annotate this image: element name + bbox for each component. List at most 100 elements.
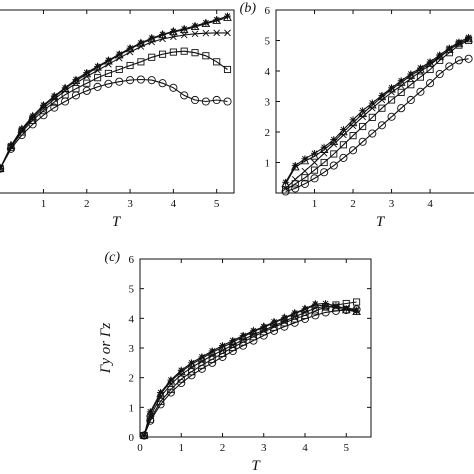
x-tick-label: 0	[137, 442, 143, 454]
data-point-star	[291, 162, 299, 170]
data-point-square	[229, 343, 237, 351]
y-tick-label: 2	[129, 373, 135, 385]
data-point-circle	[223, 97, 232, 106]
x-tick-label: 4	[171, 198, 177, 210]
data-point-square	[83, 79, 91, 87]
data-point-star	[229, 337, 237, 345]
y-tick-label: 5	[129, 284, 135, 296]
y-tick-label: 2	[265, 127, 271, 139]
data-point-square	[104, 69, 112, 77]
data-point-circle	[416, 87, 425, 96]
plot-frame	[139, 258, 372, 438]
x-tick-label: 5	[344, 442, 350, 454]
data-point-circle	[329, 161, 338, 170]
data-point-star	[353, 307, 361, 315]
data-point-star	[126, 44, 134, 52]
data-point-star	[137, 39, 145, 47]
data-point-star	[213, 16, 221, 24]
data-point-star	[388, 84, 396, 92]
data-point-square	[159, 50, 167, 58]
data-point-cross	[224, 29, 231, 37]
data-point-star	[301, 305, 309, 313]
data-point-circle	[136, 75, 145, 84]
data-point-star	[202, 19, 210, 27]
x-tick-label: 1	[312, 198, 318, 210]
data-point-square	[407, 81, 415, 89]
data-point-circle	[115, 77, 124, 86]
data-point-square	[378, 104, 386, 112]
data-point-star	[291, 309, 299, 317]
x-axis-label: T	[376, 214, 386, 230]
x-tick-label: 2	[220, 442, 226, 454]
data-point-triangle	[281, 178, 290, 188]
series-line-square	[0, 50, 228, 169]
data-point-cross	[311, 159, 318, 166]
y-tick-label: 1	[129, 402, 135, 414]
data-point-circle	[320, 168, 329, 177]
y-tick-label: 4	[129, 313, 135, 325]
series-line-circle	[143, 308, 357, 436]
data-point-star	[368, 99, 376, 107]
x-tick-label: 1	[179, 442, 185, 454]
data-point-star	[18, 125, 26, 133]
data-point-star	[426, 58, 434, 66]
series-line-cross	[143, 305, 357, 436]
data-point-star	[407, 70, 415, 78]
data-point-square	[223, 65, 232, 74]
data-point-circle	[397, 104, 406, 113]
x-tick-label: 4	[302, 442, 308, 454]
panel-a: 1 2 3 4 5 T	[0, 9, 235, 230]
data-point-circle	[406, 95, 415, 105]
data-point-star	[39, 101, 47, 109]
data-point-circle	[311, 311, 320, 320]
data-point-star	[249, 327, 257, 335]
data-point-circle	[377, 121, 386, 130]
data-point-circle	[348, 146, 358, 155]
data-point-circle	[387, 112, 396, 121]
data-point-square	[301, 174, 309, 182]
data-point-circle	[454, 56, 464, 65]
data-point-square	[208, 355, 216, 363]
data-point-circle	[201, 97, 210, 106]
data-point-circle	[190, 95, 200, 105]
series-line-triangle	[143, 304, 357, 436]
data-point-circle	[50, 103, 59, 112]
data-point-cross	[213, 29, 220, 37]
series-line-star	[143, 302, 357, 436]
series-line-square	[143, 301, 357, 436]
data-point-square	[180, 47, 188, 55]
data-point-square	[191, 49, 199, 57]
data-point-star	[104, 56, 112, 64]
y-tick-label: 4	[265, 66, 271, 78]
data-point-star	[219, 342, 226, 350]
data-point-star	[146, 408, 154, 416]
data-point-triangle	[166, 376, 176, 385]
data-point-square	[126, 61, 134, 70]
data-point-star	[465, 33, 473, 41]
data-point-star	[167, 376, 175, 384]
data-point-circle	[368, 129, 377, 138]
data-point-cross	[191, 30, 199, 38]
data-point-triangle	[71, 75, 81, 85]
data-point-star	[339, 126, 347, 134]
y-tick-label: 6	[265, 5, 271, 17]
x-axis-label: T	[251, 458, 261, 474]
data-point-star	[208, 347, 216, 355]
data-point-triangle	[290, 162, 300, 171]
data-point-square	[416, 73, 424, 81]
y-tick-label: 5	[265, 36, 271, 48]
x-tick-label: 3	[127, 198, 133, 210]
data-point-circle	[339, 153, 348, 162]
y-tick-label: 3	[129, 343, 135, 355]
series-line-triangle	[285, 38, 469, 185]
data-point-circle	[93, 82, 102, 91]
data-point-star	[378, 91, 386, 99]
data-point-star	[224, 12, 232, 20]
data-point-square	[188, 368, 196, 376]
data-point-circle	[300, 179, 309, 188]
data-point-star	[159, 30, 167, 38]
data-point-star	[455, 38, 463, 46]
data-point-square	[291, 180, 299, 188]
panel-label: (c)	[104, 250, 120, 265]
y-axis-label: Γy or Γz	[98, 323, 114, 375]
